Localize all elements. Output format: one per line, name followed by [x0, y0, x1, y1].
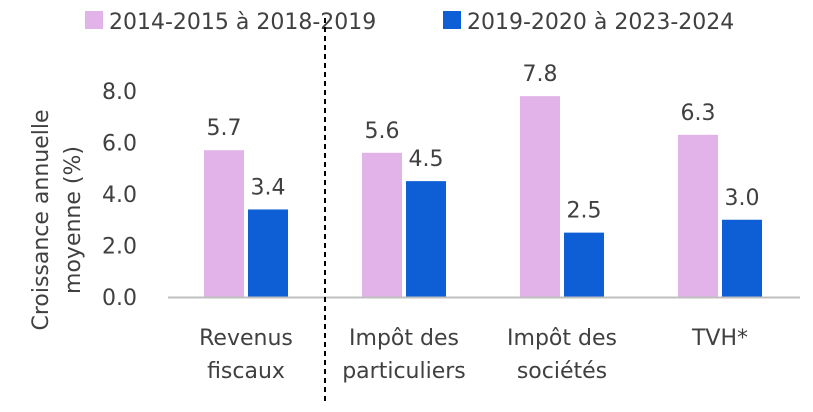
y-tick-label: 4.0 — [102, 183, 137, 208]
data-label-s1-c1: 5.7 — [207, 116, 242, 141]
data-label-s1-c2: 5.6 — [365, 119, 400, 144]
bar-s1-c3 — [520, 96, 560, 298]
data-label-s2-c1: 3.4 — [251, 175, 286, 200]
legend-swatch-1 — [85, 11, 103, 29]
bar-s2-c3 — [564, 232, 604, 297]
legend-label-1: 2014-2015 à 2018-2019 — [109, 10, 376, 35]
y-tick-label: 6.0 — [102, 132, 137, 157]
y-axis-title: Croissance annuelle moyenne (%) — [29, 109, 86, 330]
category-label-3: Impôt des — [507, 326, 617, 351]
bar-s2-c1 — [248, 209, 288, 297]
bar-s2-c4 — [722, 219, 762, 297]
data-label-s1-c3: 7.8 — [523, 62, 558, 87]
y-tick-label: 8.0 — [102, 80, 137, 105]
y-tick-label: 2.0 — [102, 235, 137, 260]
category-label-4: TVH* — [691, 326, 748, 351]
data-label-s1-c4: 6.3 — [681, 101, 716, 126]
bar-s1-c2 — [362, 152, 402, 297]
category-label-1: Revenus — [199, 326, 293, 351]
category-label-1: fiscaux — [207, 359, 285, 384]
data-labels: 5.7 5.6 7.8 6.3 3.4 4.5 2.5 3.0 — [207, 62, 760, 223]
bars — [204, 96, 762, 298]
category-label-2: particuliers — [342, 359, 466, 384]
y-axis-ticks: 0.0 2.0 4.0 6.0 8.0 — [102, 80, 137, 311]
legend-label-2: 2019-2020 à 2023-2024 — [467, 10, 734, 35]
bar-s1-c1 — [204, 150, 244, 297]
data-label-s2-c3: 2.5 — [567, 199, 602, 224]
y-tick-label: 0.0 — [102, 286, 137, 311]
bar-s1-c4 — [678, 134, 718, 297]
legend-swatch-2 — [443, 11, 461, 29]
legend: 2014-2015 à 2018-2019 2019-2020 à 2023-20… — [85, 10, 734, 35]
category-label-2: Impôt des — [349, 326, 459, 351]
category-labels: Revenus fiscaux Impôt des particuliers Impôt… — [199, 326, 748, 384]
y-axis-title-line-1: Croissance annuelle — [29, 109, 54, 330]
y-axis-title-line-2: moyenne (%) — [61, 146, 86, 294]
data-label-s2-c2: 4.5 — [409, 147, 444, 172]
category-label-3: sociétés — [517, 359, 607, 384]
data-label-s2-c4: 3.0 — [725, 186, 760, 211]
bar-s2-c2 — [406, 181, 446, 297]
